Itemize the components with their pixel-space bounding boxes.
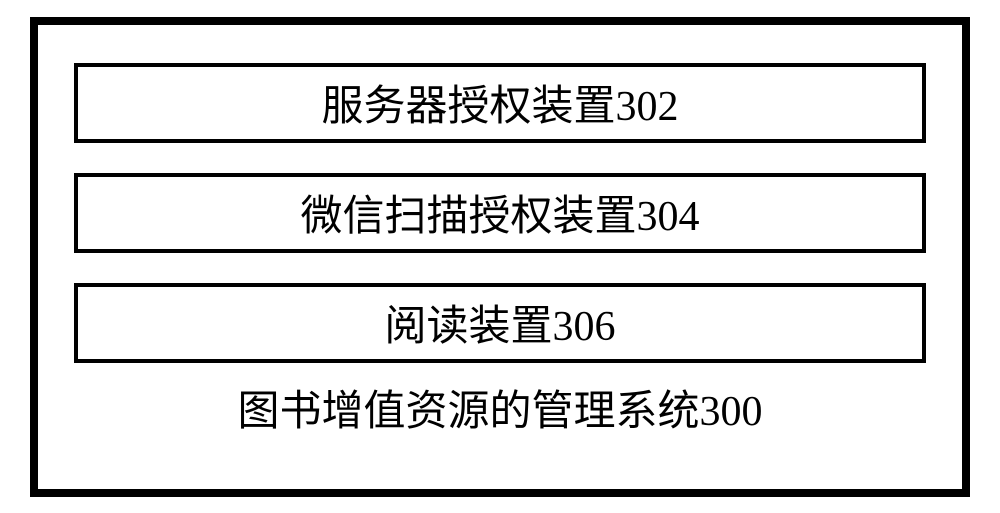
box-reading-device: 阅读装置306 xyxy=(74,283,926,363)
box-server-auth-label: 服务器授权装置302 xyxy=(321,72,678,133)
system-caption: 图书增值资源的管理系统300 xyxy=(237,377,762,438)
box-reading-device-label: 阅读装置306 xyxy=(384,292,615,353)
box-server-auth: 服务器授权装置302 xyxy=(74,63,926,143)
system-caption-label: 图书增值资源的管理系统300 xyxy=(237,389,762,435)
box-wechat-scan-auth: 微信扫描授权装置304 xyxy=(74,173,926,253)
system-container: 服务器授权装置302 微信扫描授权装置304 阅读装置306 图书增值资源的管理… xyxy=(30,17,970,497)
box-wechat-scan-auth-label: 微信扫描授权装置304 xyxy=(300,182,699,243)
